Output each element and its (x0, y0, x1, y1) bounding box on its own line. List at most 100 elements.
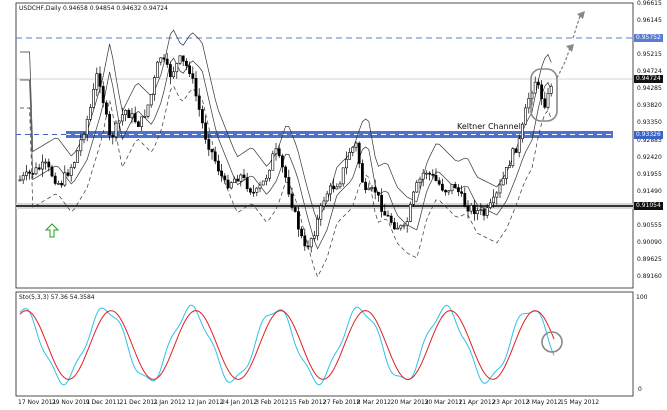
candle-body (31, 173, 35, 175)
candle-body (117, 120, 121, 124)
date-tick-label: 20 Mar 2012 (390, 399, 429, 406)
candle-body (386, 214, 390, 217)
candle-body (533, 81, 537, 94)
candle-body (76, 150, 80, 163)
candle-body (440, 183, 444, 191)
candle-body (44, 161, 48, 164)
candle-body (303, 235, 307, 247)
date-tick-label: 21 Dec 2011 (119, 399, 158, 406)
stochastic-main-line (19, 304, 555, 386)
candle-body (204, 122, 208, 140)
candle-body (508, 165, 512, 168)
candle-body (284, 166, 288, 178)
candle-body (351, 146, 355, 153)
candle-body (50, 166, 54, 177)
candle-body (137, 121, 140, 128)
candle-body (332, 185, 336, 190)
date-tick-label: 15 Feb 2012 (289, 399, 327, 406)
price-tick-label: 0.92885 (637, 136, 662, 144)
candle-body (405, 221, 409, 226)
candle-body (511, 148, 515, 166)
price-tick-label: 0.89625 (637, 255, 662, 263)
candle-body (504, 167, 508, 179)
candle-body (344, 158, 348, 169)
candle-body (47, 161, 51, 168)
candle-body (306, 245, 310, 248)
candle-body (274, 148, 278, 155)
candle-body (220, 170, 224, 177)
candle-body (239, 174, 243, 182)
candle-body (415, 182, 419, 193)
candle-body (34, 167, 38, 175)
candle-body (290, 193, 294, 208)
price-tick-label: 0.90555 (637, 221, 662, 229)
candle-body (60, 183, 64, 186)
candle-body (447, 190, 451, 193)
candle-body (178, 55, 182, 64)
price-tick-label: 0.93820 (637, 102, 662, 110)
projection-arrow-1 (556, 47, 571, 79)
keltner-middle-band (20, 57, 552, 250)
candle-body (213, 151, 217, 162)
date-tick-label: 8 Mar 2012 (356, 399, 391, 406)
candle-body (133, 113, 137, 123)
candle-body (364, 181, 368, 191)
candle-body (319, 205, 323, 220)
candle-body (194, 78, 198, 97)
candle-body (354, 142, 358, 148)
candle-body (207, 139, 211, 150)
candle-body (316, 218, 320, 237)
candle-body (264, 177, 268, 182)
date-tick-label: 24 Jan 2012 (221, 399, 258, 406)
candle-body (396, 227, 400, 230)
candle-body (424, 172, 428, 175)
candle-body (66, 172, 70, 176)
candle-body (69, 167, 73, 176)
candle-body (223, 175, 227, 181)
candle-body (367, 187, 371, 191)
candle-body (124, 109, 128, 116)
date-tick-label: 30 Mar 2012 (424, 399, 463, 406)
price-tick-label: 0.94285 (637, 85, 662, 93)
candle-body (53, 175, 57, 184)
candle-body (162, 57, 166, 60)
candle-body (434, 175, 438, 181)
candle-body (296, 211, 300, 230)
candle-body (328, 185, 332, 195)
candle-body (392, 222, 396, 230)
candle-body (185, 60, 188, 67)
candle-body (540, 84, 544, 100)
candle-body (360, 163, 364, 183)
candle-body (111, 134, 115, 138)
candle-body (268, 169, 272, 179)
candle-body (143, 116, 147, 118)
candle-body (501, 178, 505, 186)
candle-body (226, 179, 230, 189)
candle-body (73, 162, 76, 168)
candle-body (181, 55, 185, 62)
main-chart-frame (15, 2, 634, 289)
candle-body (153, 77, 156, 95)
candle-body (114, 122, 118, 138)
date-tick-label: 2 Jan 2012 (153, 399, 186, 406)
candle-body (79, 139, 83, 152)
date-tick-label: 9 Dec 2011 (85, 399, 121, 406)
date-tick-label: 29 Nov 2011 (51, 399, 91, 406)
candle-body (271, 153, 275, 171)
candle-body (348, 152, 352, 160)
candle-body (89, 107, 92, 120)
date-tick-label: 11 Apr 2012 (458, 399, 496, 406)
candle-body (245, 177, 249, 189)
candle-body (399, 225, 403, 229)
candle-body (21, 175, 25, 181)
stochastic-highlight-circle (541, 331, 563, 353)
price-tick-label: 0.93350 (637, 119, 662, 127)
price-tick-label: 0.95215 (637, 51, 662, 59)
indicator-label: Sto(5,3,3) 57.36 54.3584 (19, 294, 95, 301)
candle-body (383, 211, 387, 216)
candle-body (156, 61, 160, 78)
candle-body (341, 167, 345, 185)
candle-body (412, 191, 416, 205)
date-tick-label: 23 Apr 2012 (492, 399, 530, 406)
